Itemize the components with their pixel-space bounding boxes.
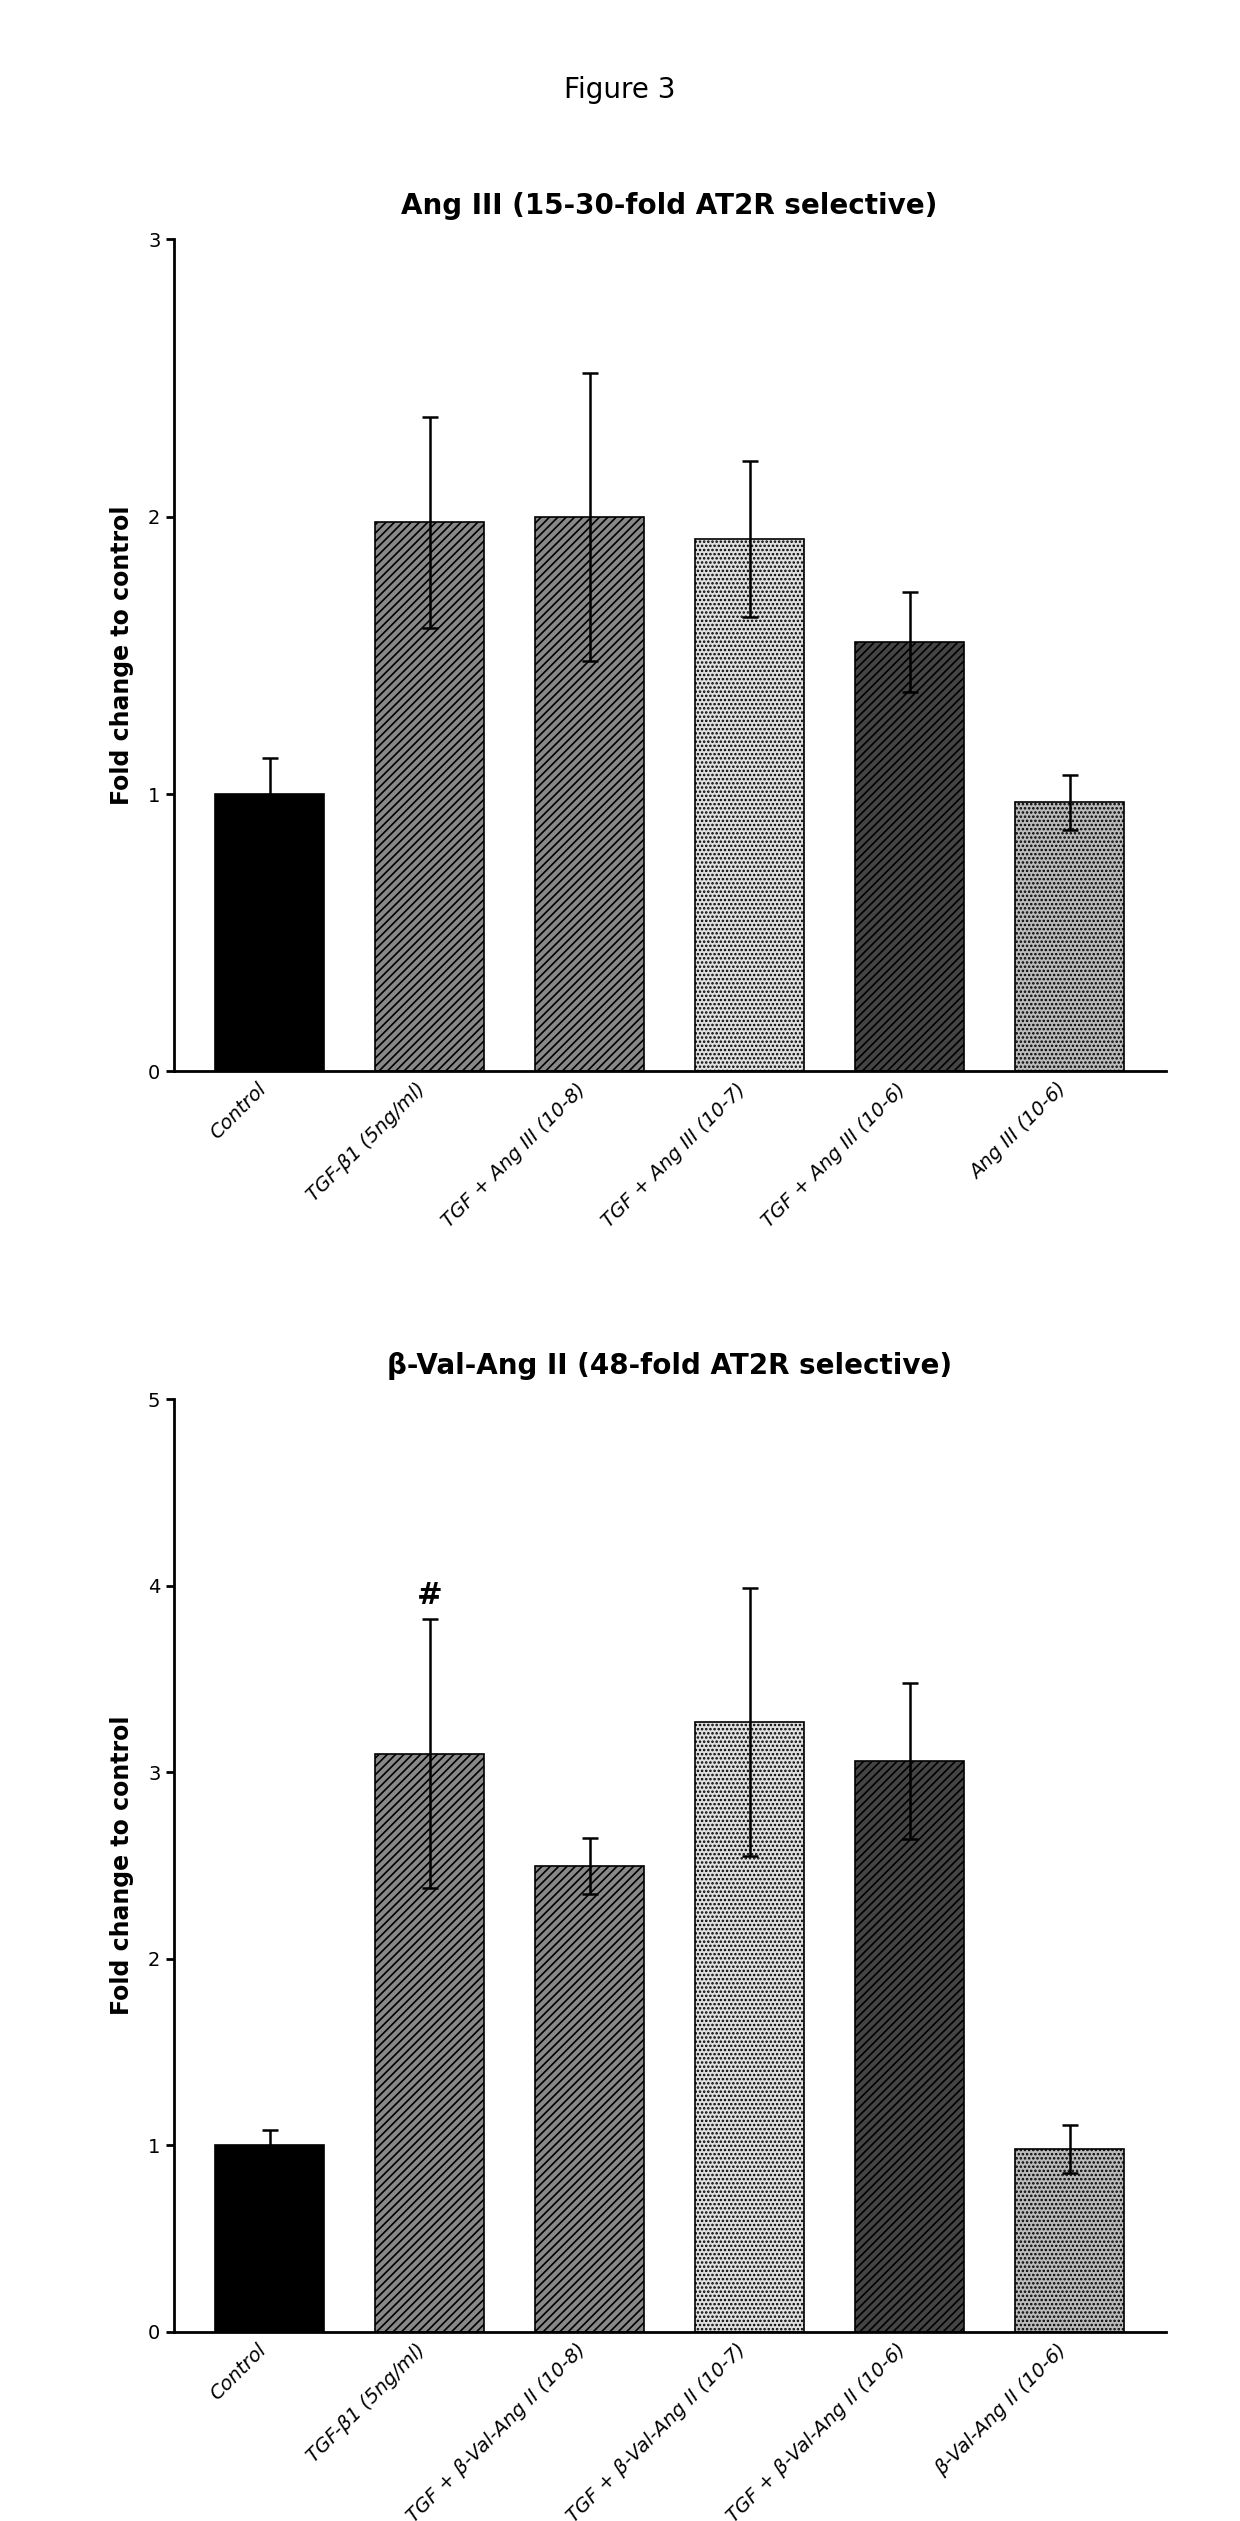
Bar — [216, 2145, 324, 2332]
Title: Ang III (15-30-fold AT2R selective): Ang III (15-30-fold AT2R selective) — [402, 192, 937, 219]
Bar — [696, 539, 804, 1071]
Bar — [1016, 2148, 1123, 2332]
Bar — [856, 1762, 963, 2332]
Bar — [856, 643, 963, 1071]
Bar — [536, 517, 644, 1071]
Bar — [376, 522, 484, 1071]
Title: β-Val-Ang II (48-fold AT2R selective): β-Val-Ang II (48-fold AT2R selective) — [387, 1351, 952, 1379]
Bar — [216, 794, 324, 1071]
Bar — [376, 1755, 484, 2332]
Y-axis label: Fold change to control: Fold change to control — [110, 507, 134, 804]
Y-axis label: Fold change to control: Fold change to control — [110, 1717, 134, 2014]
Bar — [536, 1866, 644, 2332]
Text: #: # — [417, 1581, 443, 1611]
Bar — [1016, 802, 1123, 1071]
Text: Figure 3: Figure 3 — [564, 76, 676, 103]
Bar — [696, 1722, 804, 2332]
